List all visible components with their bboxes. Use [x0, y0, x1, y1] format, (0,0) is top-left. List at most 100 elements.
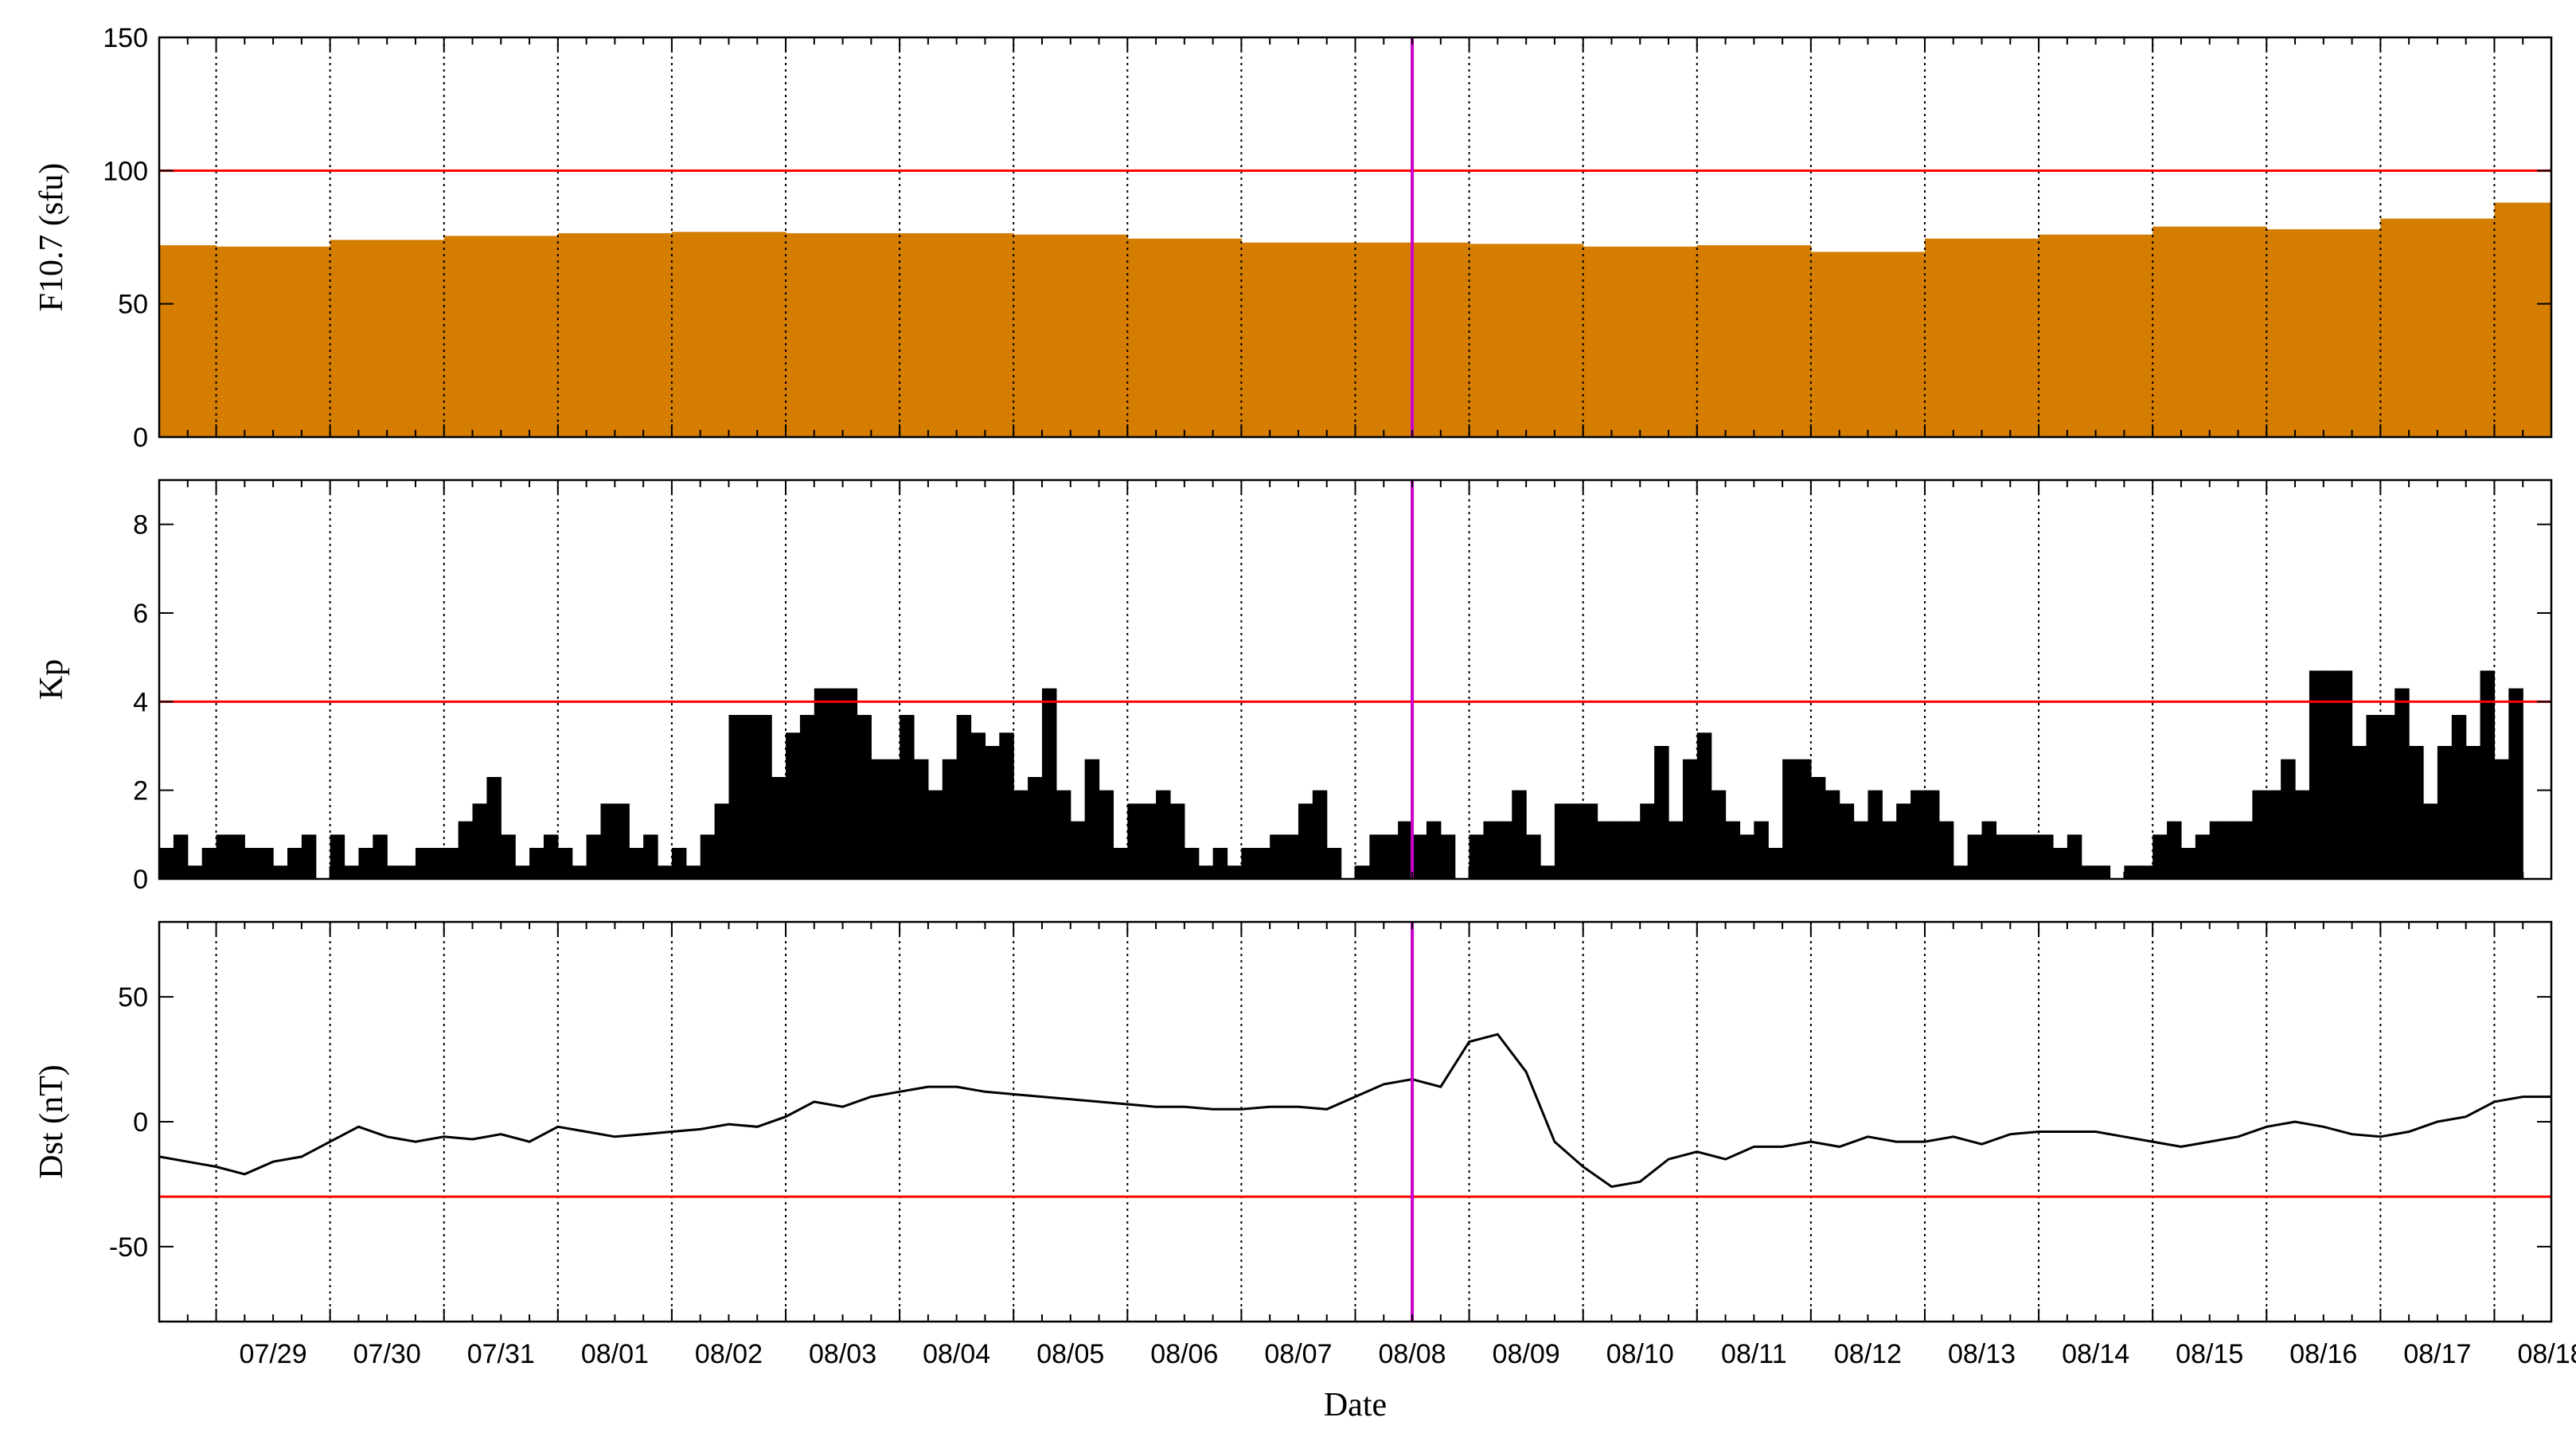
kp-bar [2395, 688, 2410, 879]
kp-bar [472, 803, 487, 879]
kp-bar [2352, 746, 2367, 879]
kp-bar [1611, 821, 1626, 879]
kp-bar [1796, 759, 1812, 879]
f107-bar [1241, 242, 1356, 437]
kp-bar [216, 834, 232, 879]
f107-bar [159, 245, 217, 437]
kp-bar [1839, 803, 1855, 879]
kp-bar [1326, 848, 1342, 879]
kp-bar [515, 865, 530, 879]
kp-bar [1654, 746, 1669, 879]
kp-bar [1696, 732, 1712, 879]
kp-bar [2209, 821, 2225, 879]
kp-bar [1212, 848, 1228, 879]
kp-bar [1512, 790, 1527, 879]
f107-bar [1469, 244, 1584, 437]
kp-bar [387, 865, 402, 879]
kp-bar [1583, 803, 1598, 879]
date-tick-label: 08/17 [2403, 1339, 2471, 1369]
kp-bar [2167, 821, 2182, 879]
kp-bar [799, 715, 815, 879]
kp-bar [1284, 834, 1299, 879]
f107-bar [1013, 234, 1128, 437]
kp-bar [486, 776, 502, 879]
date-tick-label: 08/10 [1606, 1339, 1674, 1369]
dst-series-line [159, 1033, 2551, 1189]
date-tick-label: 08/15 [2176, 1339, 2243, 1369]
kp-bar [1981, 821, 1997, 879]
f107-bar [1810, 252, 1926, 437]
kp-bar [970, 732, 986, 879]
f107-bar [2380, 218, 2496, 437]
kp-bar [244, 848, 260, 879]
kp-bar [1142, 803, 1157, 879]
date-tick-label: 08/18 [2517, 1339, 2576, 1369]
date-tick-label: 07/31 [467, 1339, 535, 1369]
kp-bar [443, 848, 459, 879]
kp-bar [1384, 834, 1399, 879]
date-tick-label: 08/06 [1150, 1339, 1218, 1369]
f107-bar [216, 246, 331, 437]
kp-bar [1312, 790, 1328, 879]
kp-bar [1298, 803, 1313, 879]
date-tick-label: 08/05 [1036, 1339, 1104, 1369]
kp-bar [927, 790, 943, 879]
kp-bar [700, 834, 716, 879]
kp-bar [1113, 848, 1128, 879]
kp-bar [857, 715, 872, 879]
kp-bar [871, 759, 886, 879]
kp-bar [1825, 790, 1840, 879]
kp-bar [1782, 759, 1797, 879]
kp-bar [1768, 848, 1783, 879]
kp-bar [2437, 746, 2453, 879]
f107-ylabel: F10.7 (sfu) [33, 163, 70, 312]
kp-bar [159, 848, 174, 879]
kp-bar [458, 821, 474, 879]
kp-bar [2465, 746, 2481, 879]
kp-bar [2366, 715, 2381, 879]
kp-ylabel: Kp [33, 659, 70, 700]
kp-bar [1497, 821, 1512, 879]
kp-bar [1967, 834, 1983, 879]
date-tick-label: 08/01 [581, 1339, 649, 1369]
kp-bar [429, 848, 445, 879]
f107-bar [2266, 228, 2381, 437]
kp-ytick-label: 8 [133, 510, 148, 541]
kp-bar [1369, 834, 1384, 879]
kp-bar [173, 834, 189, 879]
kp-bar [1426, 821, 1442, 879]
kp-bar [2480, 670, 2496, 879]
kp-bar [615, 803, 630, 879]
dst-ytick-label: -50 [109, 1232, 148, 1263]
kp-bar [1056, 790, 1071, 879]
f107-bar [2494, 202, 2551, 437]
kp-bar [2409, 746, 2424, 879]
kp-bar [1156, 790, 1171, 879]
xlabel: Date [1324, 1387, 1387, 1423]
kp-bar [1084, 759, 1100, 879]
f107-bar [671, 232, 786, 437]
f107-ytick-label: 150 [103, 23, 148, 53]
kp-bar [2010, 834, 2025, 879]
kp-bar [1711, 790, 1727, 879]
f107-ytick-label: 50 [118, 290, 148, 320]
kp-bar [671, 848, 687, 879]
dst-ytick-label: 50 [118, 982, 148, 1013]
f107-bar [2153, 226, 2267, 437]
kp-bar [187, 865, 203, 879]
kp-bar [1355, 865, 1370, 879]
kp-bar [2195, 834, 2211, 879]
f107-bar [786, 232, 900, 437]
kp-bar [529, 848, 544, 879]
kp-bar [771, 776, 786, 879]
kp-bar [1739, 834, 1754, 879]
f107-plot-area [159, 202, 2551, 437]
f107-bar [1583, 246, 1698, 437]
kp-bar [942, 759, 958, 879]
kp-bar [1198, 865, 1214, 879]
kp-bar [914, 759, 929, 879]
kp-bar [2337, 670, 2353, 879]
kp-bar [2180, 848, 2196, 879]
kp-bar [1127, 803, 1142, 879]
